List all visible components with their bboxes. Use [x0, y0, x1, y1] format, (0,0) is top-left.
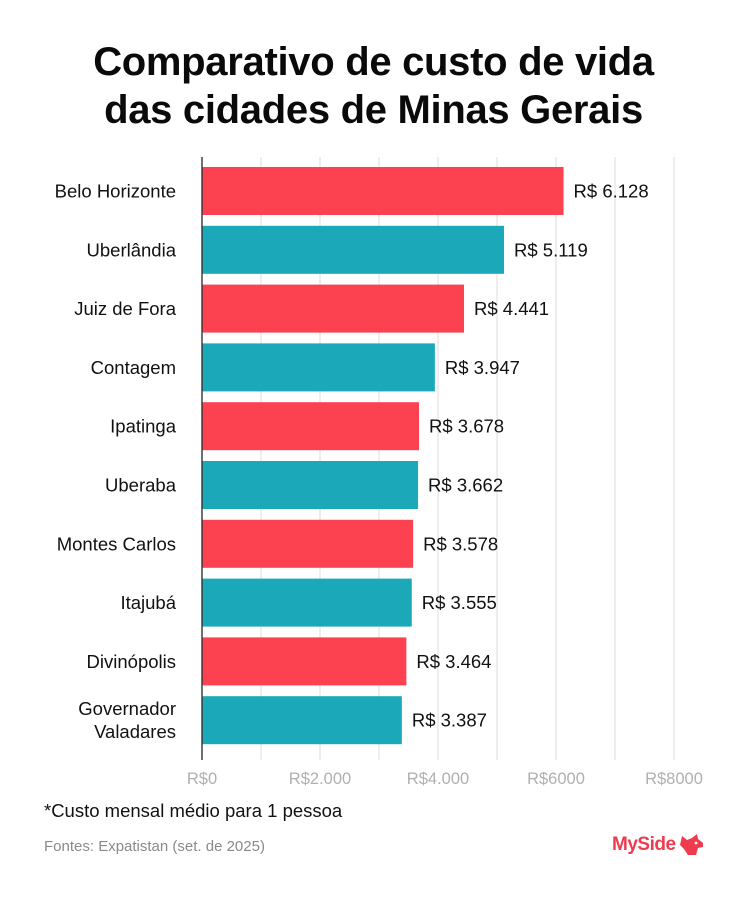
value-label: R$ 3.662 [428, 475, 503, 496]
x-tick-label: R$6000 [527, 770, 585, 788]
bar [202, 519, 414, 568]
value-label: R$ 3.464 [416, 651, 491, 672]
category-label: Contagem [91, 357, 176, 378]
category-label: Ipatinga [110, 416, 177, 437]
brand-logo: MySide [612, 833, 705, 857]
x-tick-label: R$8000 [645, 770, 703, 788]
value-label: R$ 3.678 [429, 416, 504, 437]
value-label: R$ 4.441 [474, 298, 549, 319]
bar [202, 461, 419, 509]
category-label: Divinópolis [87, 651, 176, 672]
category-label: Montes Carlos [57, 533, 176, 554]
bar [202, 343, 435, 392]
chart-title-line-2: das cidades de Minas Gerais [104, 88, 643, 132]
x-tick-label: R$2.000 [289, 770, 351, 788]
category-label: Uberlândia [87, 239, 177, 260]
chart-title-line-1: Comparativo de custo de vida [93, 40, 654, 84]
brand-name: MySide [612, 834, 676, 855]
bar [202, 696, 402, 745]
chart-title: Comparativo de custo de vida das cidades… [0, 38, 747, 134]
value-label: R$ 5.119 [514, 239, 588, 260]
bar [202, 284, 465, 333]
category-label: Valadares [94, 721, 176, 742]
value-label: R$ 3.947 [445, 357, 520, 378]
value-label: R$ 3.555 [422, 592, 497, 613]
bar [202, 402, 420, 451]
bar [202, 637, 407, 686]
footnote: *Custo mensal médio para 1 pessoa [44, 800, 343, 821]
value-label: R$ 6.128 [574, 181, 649, 202]
dog-head-icon [679, 834, 703, 855]
bar [202, 578, 412, 627]
value-label: R$ 3.387 [412, 710, 487, 731]
x-tick-label: R$0 [187, 770, 217, 788]
category-label: Itajubá [120, 592, 176, 613]
bar [202, 167, 564, 215]
category-label: Uberaba [105, 475, 177, 496]
value-label: R$ 3.578 [423, 533, 498, 554]
category-label: Governador [78, 698, 176, 719]
category-label: Juiz de Fora [74, 298, 177, 319]
category-label: Belo Horizonte [55, 181, 176, 202]
x-tick-label: R$4.000 [407, 770, 469, 788]
source-note: Fontes: Expatistan (set. de 2025) [44, 838, 265, 855]
bar [202, 225, 505, 274]
